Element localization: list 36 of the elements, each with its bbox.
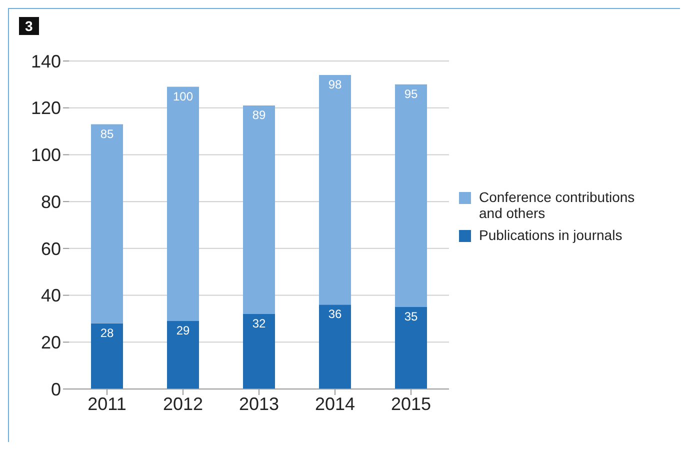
bar bbox=[395, 84, 427, 307]
y-tick-label: 140 bbox=[30, 51, 61, 72]
y-tick-label: 60 bbox=[40, 238, 61, 259]
data-label: 89 bbox=[252, 108, 266, 122]
bar bbox=[243, 106, 275, 314]
y-tick-label: 0 bbox=[50, 379, 61, 400]
data-label: 35 bbox=[404, 310, 418, 324]
bar bbox=[319, 75, 351, 305]
bar bbox=[91, 124, 123, 324]
data-label: 28 bbox=[100, 326, 114, 340]
legend-label: Conference contributions and others bbox=[479, 189, 636, 221]
x-tick-label: 2012 bbox=[162, 394, 204, 414]
bar bbox=[243, 314, 275, 389]
x-tick-label: 2013 bbox=[238, 394, 280, 414]
data-label: 36 bbox=[328, 307, 342, 322]
data-label: 100 bbox=[172, 89, 194, 104]
legend-label: Publications in journals bbox=[479, 227, 622, 243]
bar bbox=[319, 304, 351, 389]
chart-title: 3 bbox=[19, 17, 39, 35]
bar bbox=[91, 323, 123, 389]
bar bbox=[395, 307, 427, 389]
bar bbox=[167, 86, 199, 322]
data-label: 85 bbox=[100, 126, 114, 141]
y-tick-label: 120 bbox=[30, 98, 61, 118]
y-tick-label: 80 bbox=[40, 192, 61, 212]
data-label: 32 bbox=[252, 316, 266, 331]
y-tick-label: 20 bbox=[40, 332, 61, 353]
data-label: 98 bbox=[328, 78, 342, 92]
x-tick-label: 2014 bbox=[314, 394, 356, 414]
data-label: 95 bbox=[404, 86, 418, 101]
x-tick-label: 2015 bbox=[390, 394, 432, 414]
x-tick-label: 2011 bbox=[88, 394, 126, 414]
y-tick-label: 40 bbox=[40, 286, 61, 306]
y-tick-label: 100 bbox=[30, 145, 61, 166]
data-label: 29 bbox=[176, 324, 190, 338]
bar bbox=[167, 321, 199, 389]
